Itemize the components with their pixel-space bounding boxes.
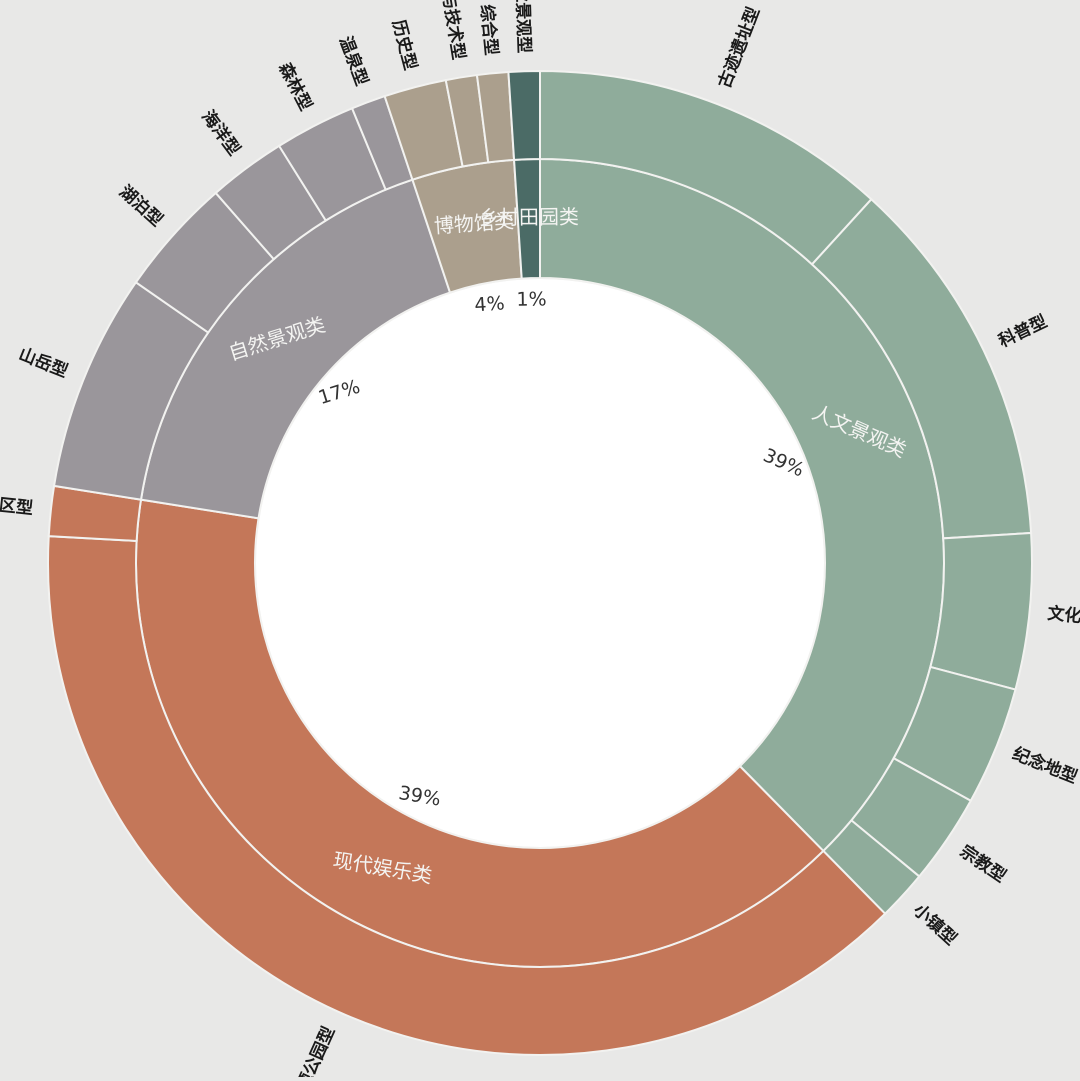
subcategory-label-宗教型: 宗教型 bbox=[956, 841, 1010, 887]
subcategory-label-综合型: 综合型 bbox=[476, 4, 502, 57]
center-hole bbox=[256, 279, 824, 847]
subcategory-label-温泉型: 温泉型 bbox=[335, 33, 372, 88]
category-label-乡村田园类: 乡村田园类 bbox=[479, 205, 579, 230]
subcategory-label-小镇型: 小镇型 bbox=[909, 900, 961, 950]
percent-label-乡村田园类: 1% bbox=[516, 288, 546, 310]
outer-slice-文化园型 bbox=[929, 531, 1033, 691]
subcategory-label-湖泊型: 湖泊型 bbox=[115, 181, 167, 231]
subcategory-label-科学与技术型: 科学与技术型 bbox=[432, 0, 469, 61]
subcategory-label-科普型: 科普型 bbox=[995, 311, 1050, 352]
percent-label-博物馆类: 4% bbox=[474, 292, 506, 316]
subcategory-label-农业景观型: 农业景观型 bbox=[511, 0, 535, 54]
subcategory-label-文化园型: 文化园型 bbox=[1046, 603, 1080, 631]
subcategory-label-主题公园型: 主题公园型 bbox=[285, 1023, 339, 1077]
slice-group bbox=[47, 69, 1033, 1056]
subcategory-label-古迹遗址型: 古迹遗址型 bbox=[714, 4, 764, 91]
subcategory-label-山岳型: 山岳型 bbox=[16, 344, 71, 383]
subcategory-label-纪念地型: 纪念地型 bbox=[1009, 743, 1080, 788]
subcategory-label-特色街区型: 特色街区型 bbox=[0, 489, 34, 519]
category-label-博物馆类: 博物馆类 bbox=[433, 209, 514, 238]
subcategory-label-森林型: 森林型 bbox=[274, 59, 316, 114]
subcategory-label-海洋型: 海洋型 bbox=[197, 106, 244, 159]
outer-slice-主题公园型 bbox=[47, 535, 887, 1056]
outer-slice-农业景观型 bbox=[507, 69, 541, 161]
subcategory-label-历史型: 历史型 bbox=[388, 18, 421, 73]
